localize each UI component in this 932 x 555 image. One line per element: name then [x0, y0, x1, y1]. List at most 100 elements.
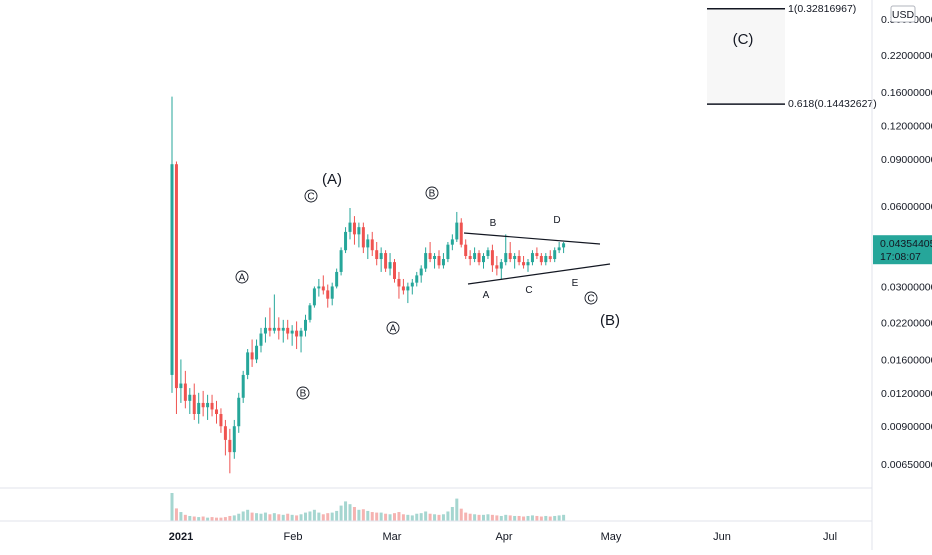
wave-labels: (A) (B) A B C A B C	[235, 171, 620, 400]
svg-text:USD: USD	[892, 9, 915, 21]
price-tick-label: 0.01600000	[881, 354, 932, 366]
candle-body	[232, 426, 236, 453]
volume-bar	[357, 509, 361, 521]
candle-body	[526, 262, 530, 266]
volume-bars	[170, 493, 566, 521]
candle-body	[401, 286, 405, 291]
fibonacci-extension[interactable]: 1(0.32816967) 0.618(0.14432627) (C)	[707, 3, 877, 110]
candle-body	[277, 327, 281, 331]
candle-body	[441, 259, 445, 266]
circled-label-b1: B	[296, 386, 310, 400]
volume-bar	[397, 512, 401, 521]
candle-body	[419, 268, 423, 276]
candle-body	[562, 243, 566, 248]
candle-body	[548, 256, 552, 260]
volume-bar	[352, 507, 356, 521]
candle-body	[557, 247, 561, 251]
candle-body	[544, 256, 548, 263]
candle-body	[268, 327, 272, 331]
svg-text:A: A	[390, 324, 397, 335]
candle-body	[517, 256, 521, 263]
volume-bar	[517, 515, 521, 521]
candle-body	[535, 253, 539, 257]
triangle-upper-trendline[interactable]	[463, 232, 601, 245]
price-tick-label: 0.02200000	[881, 317, 932, 329]
volume-bar	[179, 512, 183, 521]
time-tick-label: Mar	[383, 531, 402, 543]
candle-body	[250, 352, 254, 360]
circled-label-c1: C	[304, 189, 318, 203]
triangle-lower-trendline[interactable]	[467, 263, 611, 285]
volume-bar	[433, 514, 437, 521]
volume-bar	[557, 515, 561, 521]
candle-body	[206, 402, 210, 408]
candle-body	[499, 262, 503, 269]
volume-bar	[410, 515, 414, 521]
candle-body	[295, 330, 299, 337]
volume-bar	[437, 514, 441, 521]
candle-body	[237, 397, 241, 427]
candle-body	[406, 286, 410, 291]
volume-bar	[259, 513, 263, 521]
volume-bar	[170, 493, 174, 521]
candle-body	[513, 256, 517, 260]
volume-bar	[188, 515, 192, 521]
volume-bar	[486, 514, 490, 521]
candle-body	[437, 256, 441, 266]
price-tick-label: 0.00900000	[881, 421, 932, 433]
candle-body	[473, 253, 477, 260]
candle-body	[539, 256, 543, 263]
volume-bar	[339, 505, 343, 521]
candle-body	[388, 262, 392, 269]
volume-bar	[201, 516, 205, 521]
volume-bar	[308, 511, 312, 521]
candle-body	[339, 250, 343, 272]
volume-bar	[522, 516, 526, 521]
candle-body	[255, 345, 259, 360]
currency-badge[interactable]: USD	[890, 5, 916, 23]
volume-bar	[504, 514, 508, 521]
triangle-pattern[interactable]: A B C D E	[463, 215, 611, 301]
volume-bar	[197, 517, 201, 521]
candle-body	[170, 164, 174, 375]
volume-bar	[348, 504, 352, 521]
candle-body	[246, 352, 250, 375]
volume-bar	[562, 514, 566, 521]
triangle-label-d: D	[553, 215, 560, 226]
volume-bar	[272, 513, 276, 521]
volume-bar	[174, 508, 178, 521]
volume-bar	[548, 516, 552, 521]
candle-body	[366, 239, 370, 248]
volume-bar	[192, 516, 196, 521]
volume-bar	[535, 515, 539, 521]
volume-bar	[232, 515, 236, 521]
volume-bar	[255, 513, 259, 521]
candle-body	[197, 402, 201, 414]
candle-body	[428, 253, 432, 260]
candle-body	[375, 250, 379, 260]
candle-body	[490, 250, 494, 266]
volume-bar	[513, 515, 517, 521]
time-axis[interactable]: 2021 Feb Mar Apr May Jun Jul	[169, 531, 837, 543]
price-axis[interactable]: 0.300000000.220000000.160000000.12000000…	[881, 14, 932, 471]
fib-level-1-label: 1(0.32816967)	[788, 3, 856, 15]
volume-bar	[268, 514, 272, 521]
volume-bar	[295, 515, 299, 521]
volume-bar	[366, 510, 370, 521]
volume-bar	[526, 515, 530, 521]
candle-body	[459, 222, 463, 245]
volume-bar	[330, 512, 334, 521]
candle-body	[326, 290, 330, 299]
volume-bar	[464, 512, 468, 521]
fib-level-0618-label: 0.618(0.14432627)	[788, 98, 877, 110]
volume-bar	[286, 513, 290, 521]
candle-body	[348, 222, 352, 232]
current-price-value: 0.04354405	[880, 238, 932, 250]
volume-bar	[263, 512, 267, 521]
volume-bar	[499, 515, 503, 521]
svg-text:B: B	[429, 189, 436, 200]
candle-body	[495, 265, 499, 269]
